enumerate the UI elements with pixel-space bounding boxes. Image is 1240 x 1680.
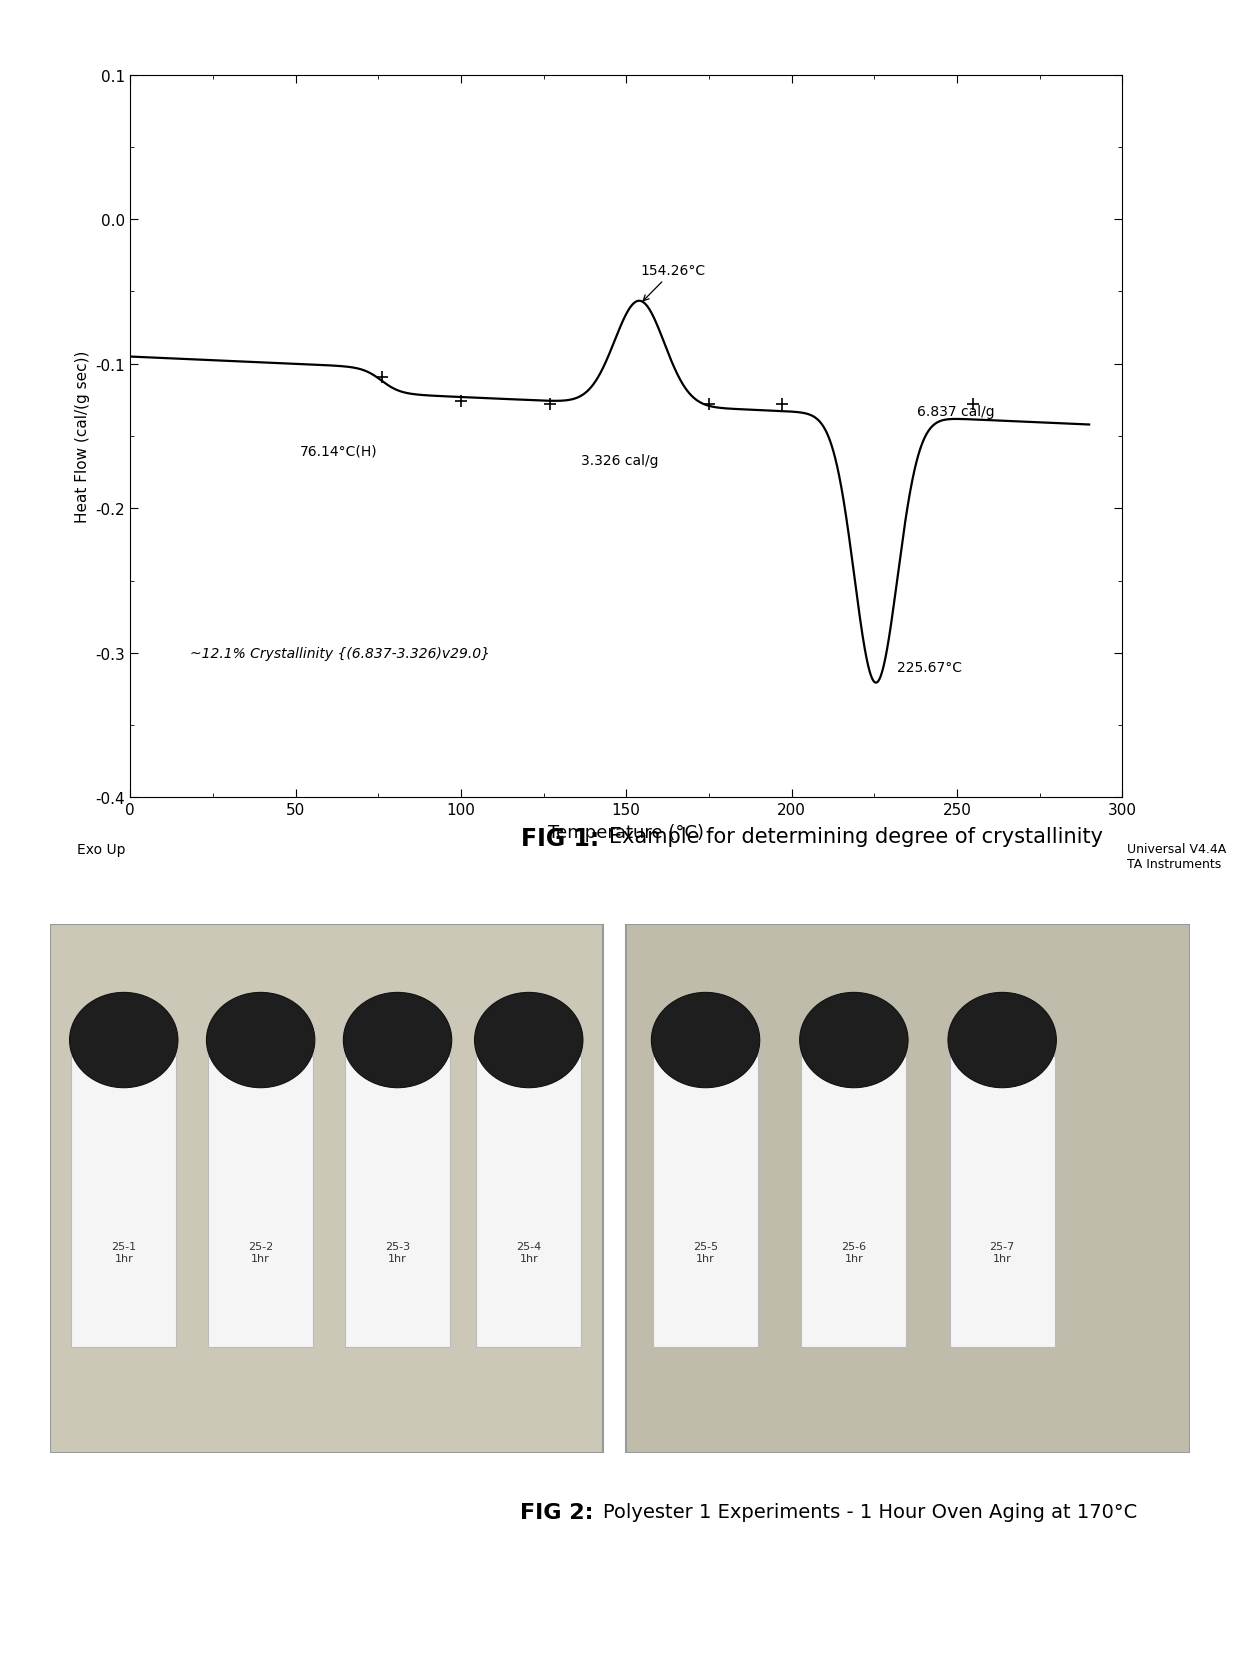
Bar bbox=[50, 924, 603, 1453]
Bar bbox=[626, 924, 1190, 1453]
Text: FIG 2:: FIG 2: bbox=[520, 1502, 601, 1522]
Bar bbox=[476, 1057, 582, 1347]
Text: Exo Up: Exo Up bbox=[77, 843, 125, 857]
Bar bbox=[801, 1057, 906, 1347]
Text: 25-5
1hr: 25-5 1hr bbox=[693, 1242, 718, 1263]
Text: 25-7
1hr: 25-7 1hr bbox=[990, 1242, 1014, 1263]
Text: 225.67°C: 225.67°C bbox=[898, 660, 962, 675]
Text: 76.14°C(H): 76.14°C(H) bbox=[300, 444, 377, 459]
Text: ~12.1% Crystallinity {(6.837-3.326)v29.0}: ~12.1% Crystallinity {(6.837-3.326)v29.0… bbox=[190, 647, 490, 660]
Bar bbox=[71, 1057, 176, 1347]
Text: FIG 1:: FIG 1: bbox=[521, 827, 608, 850]
Text: 25-6
1hr: 25-6 1hr bbox=[841, 1242, 867, 1263]
Ellipse shape bbox=[651, 993, 760, 1089]
Text: 3.326 cal/g: 3.326 cal/g bbox=[580, 454, 658, 469]
Text: Universal V4.4A
TA Instruments: Universal V4.4A TA Instruments bbox=[1127, 843, 1226, 870]
Ellipse shape bbox=[343, 993, 451, 1089]
Ellipse shape bbox=[800, 993, 908, 1089]
Ellipse shape bbox=[206, 993, 315, 1089]
Bar bbox=[653, 1057, 758, 1347]
Ellipse shape bbox=[949, 993, 1056, 1089]
Text: Polyester 1 Experiments - 1 Hour Oven Aging at 170°C: Polyester 1 Experiments - 1 Hour Oven Ag… bbox=[603, 1502, 1137, 1520]
Text: 25-2
1hr: 25-2 1hr bbox=[248, 1242, 273, 1263]
Text: 25-3
1hr: 25-3 1hr bbox=[384, 1242, 410, 1263]
Ellipse shape bbox=[475, 993, 583, 1089]
Bar bbox=[208, 1057, 314, 1347]
Bar bbox=[950, 1057, 1055, 1347]
Text: 6.837 cal/g: 6.837 cal/g bbox=[918, 405, 994, 420]
Text: 25-4
1hr: 25-4 1hr bbox=[516, 1242, 542, 1263]
Text: Example for determining degree of crystallinity: Example for determining degree of crysta… bbox=[609, 827, 1102, 847]
Text: 154.26°C: 154.26°C bbox=[641, 264, 706, 302]
Y-axis label: Heat Flow (cal/(g sec)): Heat Flow (cal/(g sec)) bbox=[76, 351, 91, 522]
Bar bbox=[345, 1057, 450, 1347]
X-axis label: Temperature (°C): Temperature (°C) bbox=[548, 823, 704, 842]
Text: 25-1
1hr: 25-1 1hr bbox=[112, 1242, 136, 1263]
Ellipse shape bbox=[69, 993, 179, 1089]
